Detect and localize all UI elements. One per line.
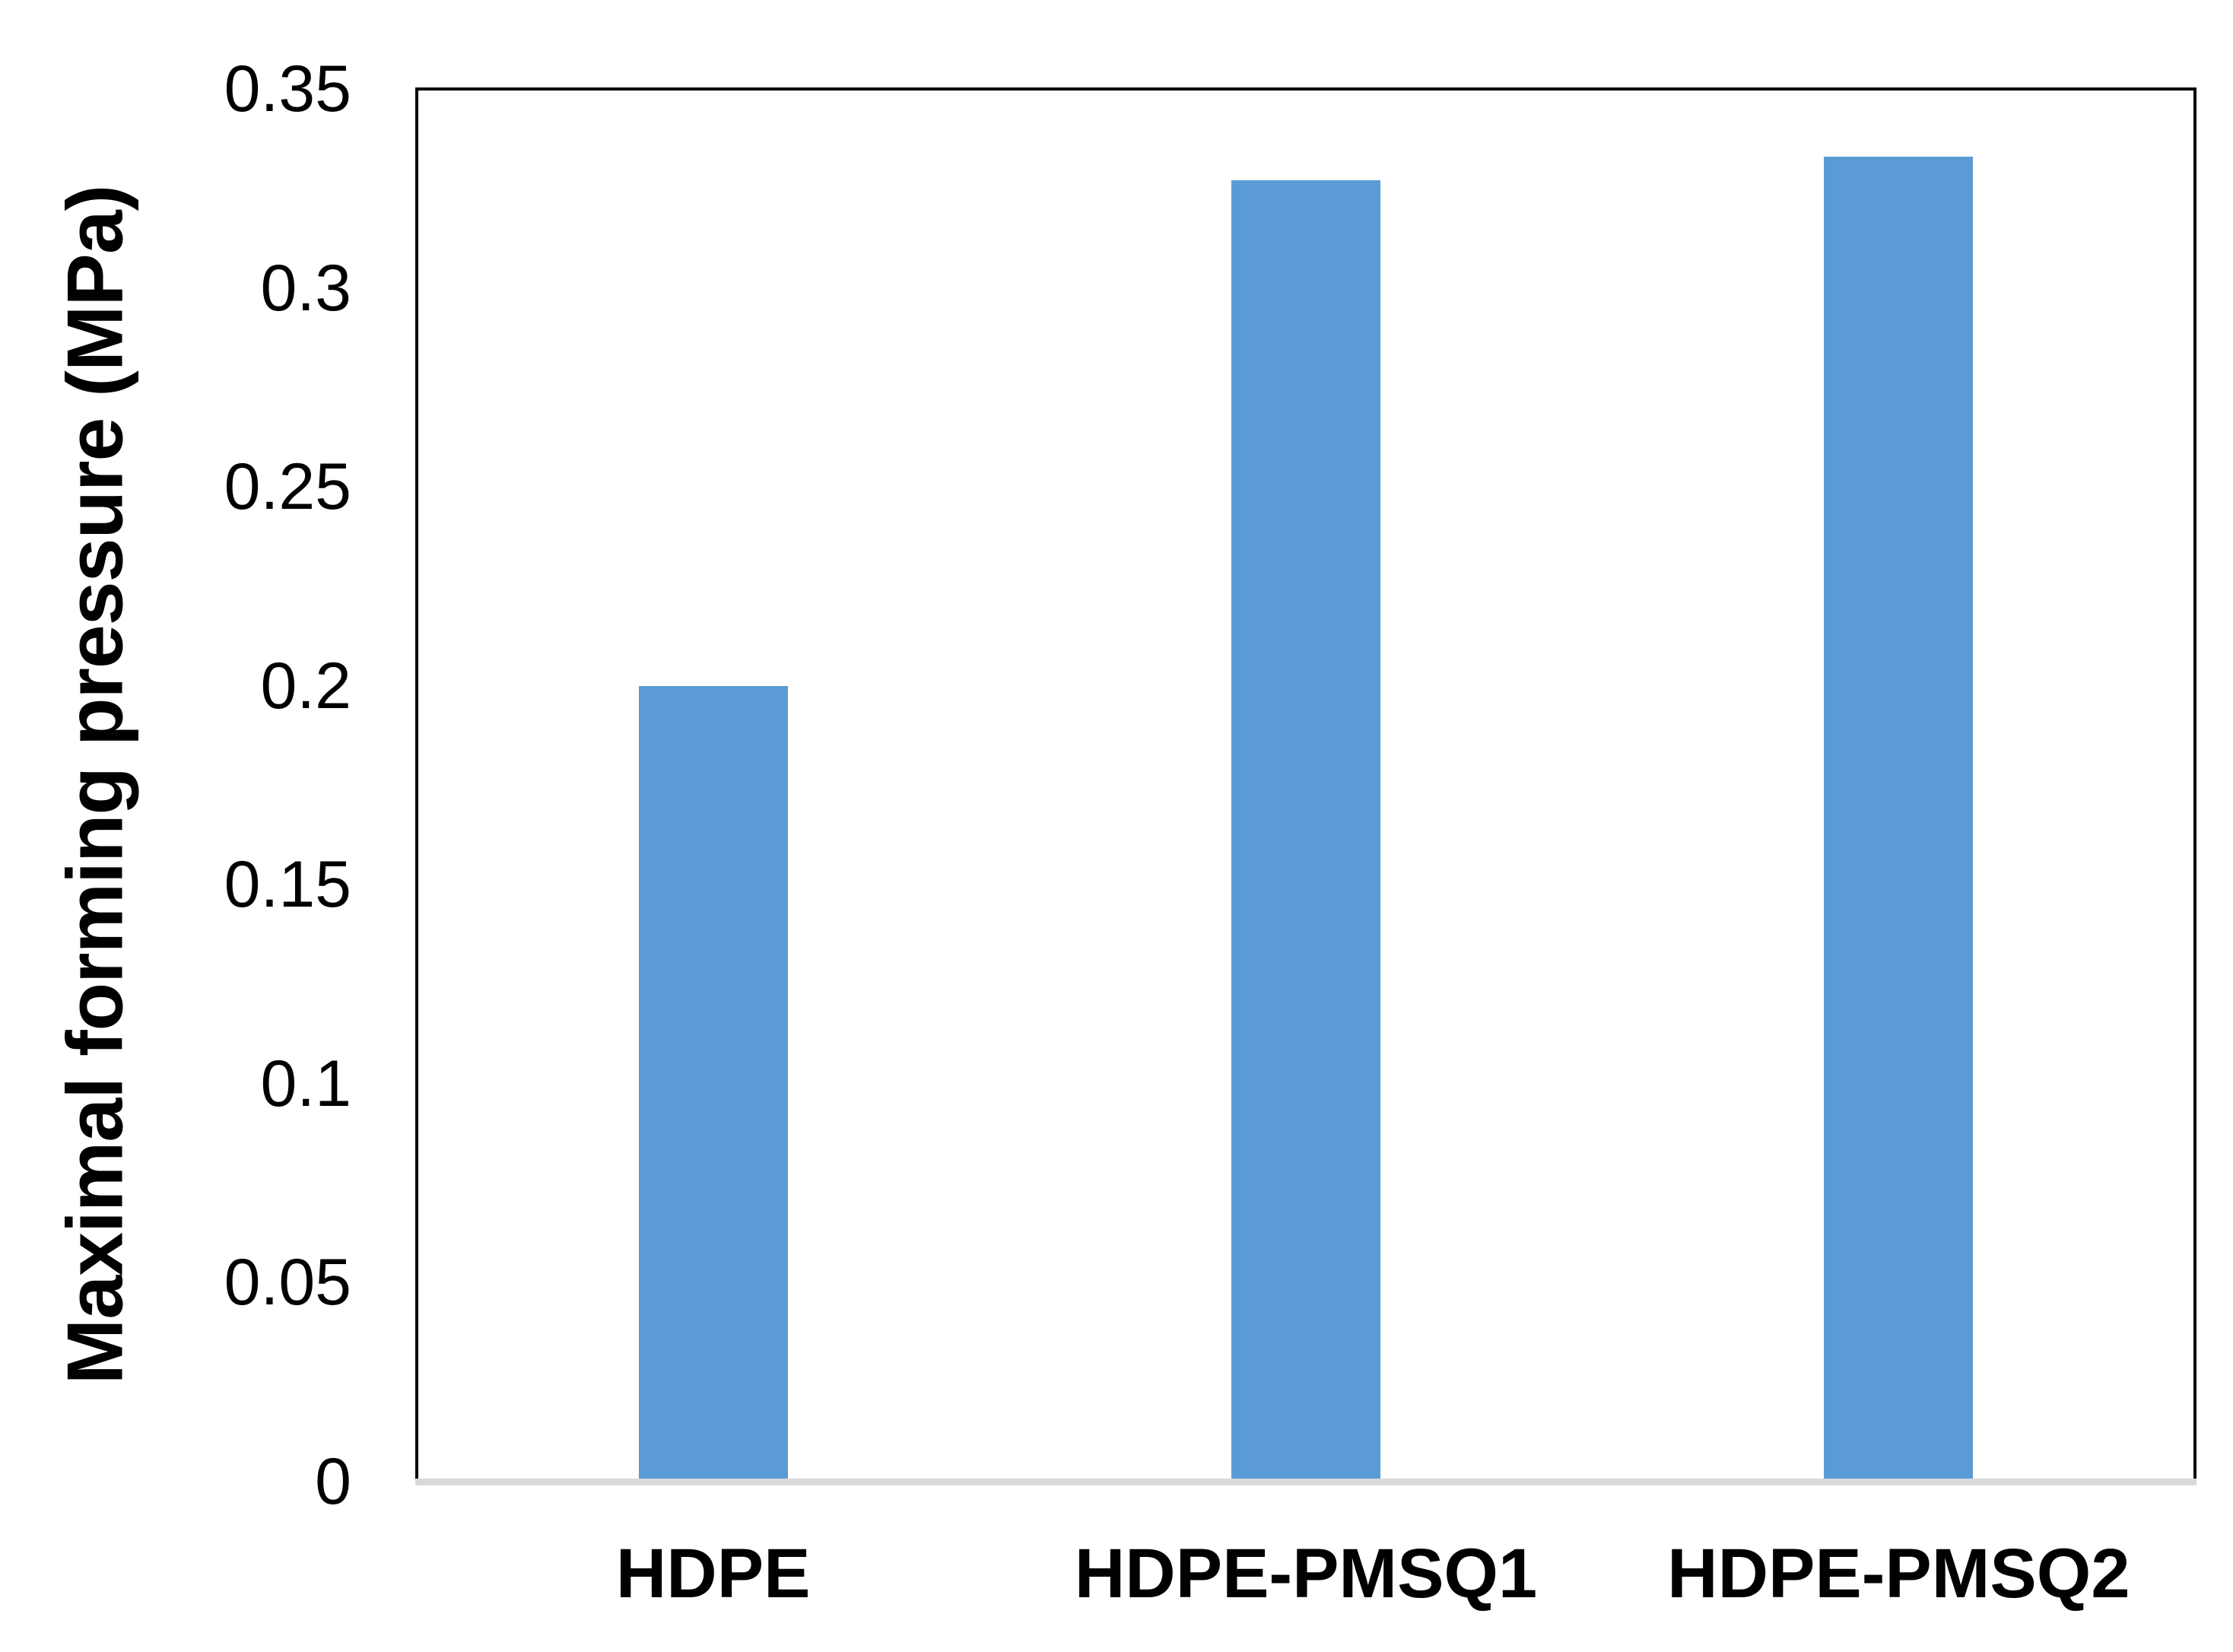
y-tick-label: 0.25 xyxy=(224,450,351,524)
y-tick-label: 0.3 xyxy=(260,251,351,325)
y-tick-label: 0.15 xyxy=(224,848,351,922)
x-category-label: HDPE-PMSQ1 xyxy=(1074,1535,1538,1612)
y-tick-label: 0.1 xyxy=(260,1047,351,1120)
y-tick-label: 0 xyxy=(315,1445,351,1518)
x-category-label: HDPE xyxy=(615,1535,811,1612)
bar xyxy=(1231,180,1380,1482)
bar xyxy=(1824,156,1974,1482)
y-tick-label: 0.05 xyxy=(224,1246,351,1320)
y-axis-title: Maximal forming pressure (MPa) xyxy=(51,185,140,1385)
y-tick-label: 0.35 xyxy=(224,52,351,125)
bar xyxy=(638,685,788,1482)
y-tick-label: 0.2 xyxy=(260,649,351,723)
x-category-label: HDPE-PMSQ2 xyxy=(1667,1535,2130,1612)
plot-area xyxy=(415,87,2196,1482)
x-axis-baseline xyxy=(415,1479,2196,1485)
